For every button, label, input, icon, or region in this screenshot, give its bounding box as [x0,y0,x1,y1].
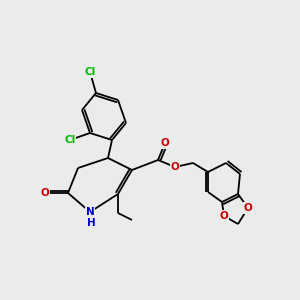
Text: Cl: Cl [84,67,96,77]
Text: O: O [220,211,228,221]
Text: O: O [171,162,179,172]
Text: Cl: Cl [64,135,76,145]
Text: N: N [85,207,94,217]
Text: H: H [87,218,95,228]
Text: O: O [40,188,50,198]
Text: O: O [160,138,169,148]
Text: O: O [244,203,252,213]
